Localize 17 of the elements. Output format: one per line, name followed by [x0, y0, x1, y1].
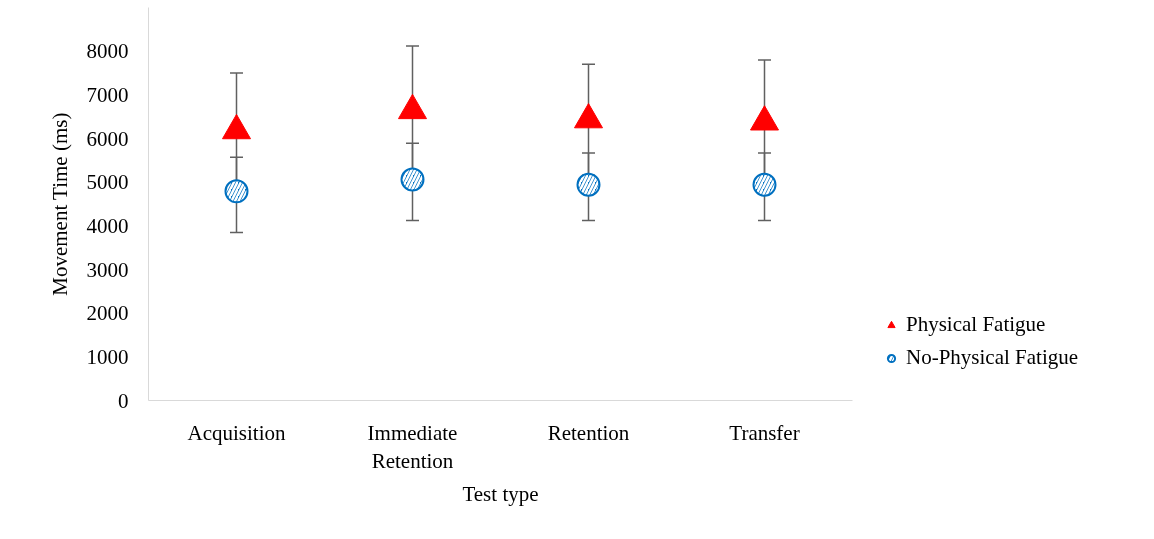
legend-label: No-Physical Fatigue	[906, 345, 1079, 370]
y-tick-label: 8000	[86, 39, 129, 64]
legend-label: Physical Fatigue	[906, 312, 1046, 337]
y-tick-label: 5000	[86, 170, 129, 195]
x-tick-label: Retention	[547, 420, 630, 445]
y-tick-label: 0	[118, 388, 129, 413]
y-tick-label: 7000	[86, 82, 129, 107]
y-tick-label: 4000	[86, 213, 129, 238]
x-tick-label: Transfer	[729, 420, 800, 445]
y-tick-label: 1000	[86, 344, 129, 369]
y-tick-label: 6000	[86, 126, 129, 151]
x-tick-label: Immediate Retention	[367, 420, 458, 474]
y-tick-label: 3000	[86, 257, 129, 282]
x-tick-label: Acquisition	[187, 420, 286, 445]
y-axis-title: Movement Time (ms)	[47, 112, 72, 296]
y-tick-label: 2000	[86, 301, 129, 326]
x-axis-title: Test type	[462, 482, 539, 507]
